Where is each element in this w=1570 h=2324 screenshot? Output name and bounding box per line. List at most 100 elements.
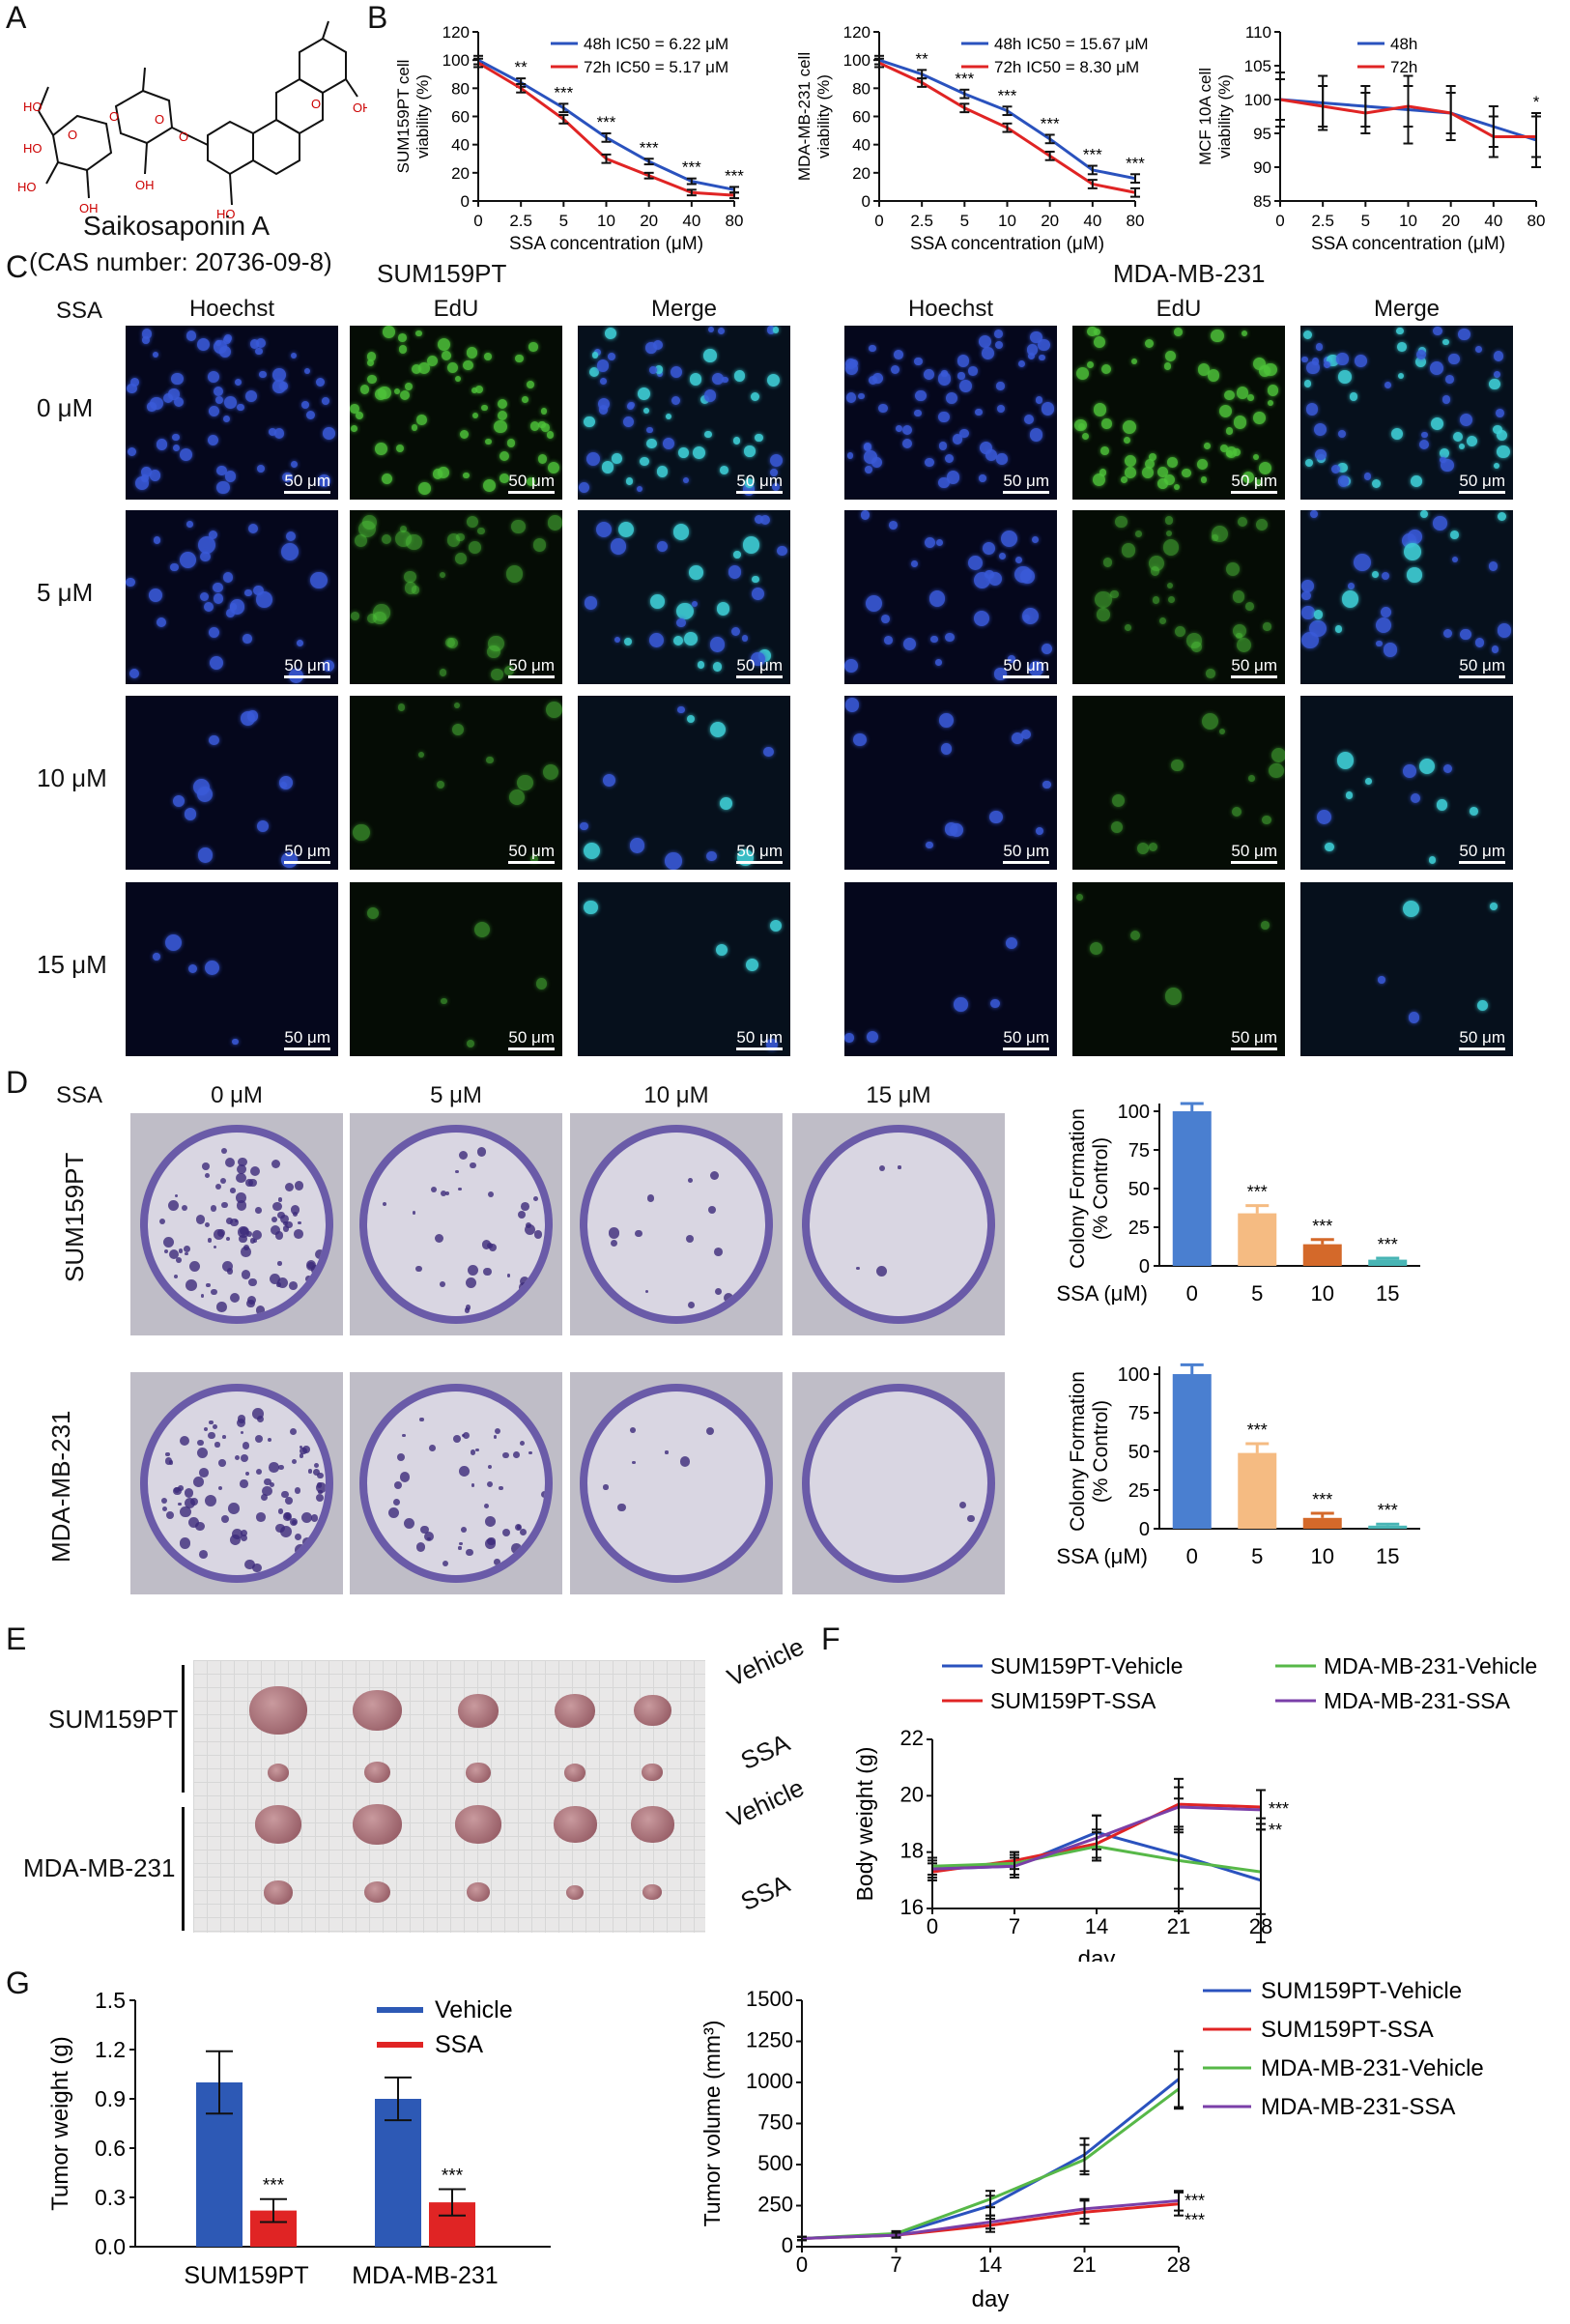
cell-nucleus: [938, 442, 948, 450]
atom-label: O: [109, 109, 119, 124]
colony: [226, 1236, 231, 1241]
x-tick-label: 7: [1009, 1914, 1020, 1938]
cell-nucleus: [707, 327, 714, 333]
significance-marker: ***: [1185, 2210, 1205, 2229]
colony: [166, 1510, 175, 1519]
cell-nucleus: [1023, 414, 1034, 425]
colony: [264, 1478, 271, 1486]
cell-nucleus: [1430, 417, 1444, 431]
colony: [168, 1248, 180, 1260]
compound-name: Saikosaponin A: [83, 211, 271, 241]
cell-nucleus: [526, 477, 535, 487]
cell-nucleus: [1301, 580, 1314, 592]
cell-nucleus: [1163, 474, 1175, 486]
colony: [238, 1157, 247, 1167]
scale-bar-label: 50 μm: [1459, 1028, 1505, 1047]
scale-bar: 50 μm: [1459, 1028, 1505, 1050]
colony: [213, 1245, 216, 1248]
cell-nucleus: [373, 611, 386, 625]
cell-nucleus: [625, 477, 634, 486]
cell-nucleus: [1042, 643, 1053, 654]
cell-nucleus: [1014, 557, 1022, 564]
cell-nucleus: [1396, 327, 1404, 334]
cell-nucleus: [439, 572, 446, 579]
cell-nucleus: [1074, 418, 1087, 432]
cell-nucleus: [1148, 843, 1157, 852]
cell-nucleus: [1396, 342, 1407, 352]
colony: [237, 1164, 246, 1175]
cell-nucleus: [521, 396, 528, 403]
cell-nucleus: [1376, 617, 1392, 633]
cell-nucleus: [845, 392, 856, 403]
cell-nucleus: [604, 328, 616, 340]
cell-nucleus: [602, 773, 616, 788]
cell-nucleus: [945, 453, 955, 463]
colony: [251, 1407, 264, 1420]
cell-nucleus: [982, 541, 996, 556]
colony: [533, 1230, 543, 1239]
y-axis-label: Tumor volume (mm³): [699, 2021, 725, 2227]
colony: [160, 1497, 167, 1505]
culture-dish: [140, 1125, 333, 1324]
panel-label-e: E: [6, 1621, 27, 1656]
colony: [419, 1417, 424, 1421]
colony: [687, 1178, 693, 1183]
y-tick-label: 20: [900, 1782, 924, 1806]
cell-nucleus: [1315, 343, 1324, 351]
micrograph-image: 50 μm: [1300, 696, 1513, 870]
colony: [167, 1199, 180, 1211]
cell-nucleus: [704, 430, 712, 439]
dose-header: 5 μM: [430, 1082, 482, 1108]
cell-nucleus: [776, 545, 787, 557]
colony: [185, 1279, 197, 1291]
cell-nucleus: [1093, 403, 1106, 416]
tumor-specimen: [363, 1880, 390, 1904]
cell-nucleus: [471, 412, 478, 419]
cell-nucleus: [503, 666, 514, 676]
y-tick-label: 20: [451, 164, 470, 183]
channel-header: Merge: [650, 296, 718, 322]
cell-nucleus: [928, 590, 945, 607]
colony: [629, 1426, 636, 1433]
colony: [392, 1498, 401, 1506]
cell-nucleus: [844, 1033, 854, 1043]
colony: [528, 1450, 532, 1455]
cell-nucleus: [216, 480, 230, 494]
cell-nucleus: [359, 385, 370, 394]
cell-nucleus: [1145, 458, 1156, 469]
cell-nucleus: [418, 482, 431, 495]
colony: [211, 1205, 217, 1212]
cell-nucleus: [1301, 357, 1308, 363]
cell-nucleus: [1496, 430, 1507, 442]
significance-marker: ***: [554, 83, 573, 101]
significance-marker: **: [916, 49, 929, 68]
group-label-ssa-1: SSA: [736, 1728, 794, 1776]
cell-nucleus: [1252, 357, 1267, 371]
bar: [1368, 1525, 1408, 1529]
cell-nucleus: [162, 392, 174, 403]
scale-bar-label: 50 μm: [736, 656, 783, 674]
x-tick-label: 80: [726, 212, 744, 230]
cell-nucleus: [864, 450, 877, 464]
scale-bar-label: 50 μm: [1231, 842, 1277, 860]
legend-entry: SUM159PT-SSA: [1261, 2017, 1434, 2043]
colony: [242, 1442, 250, 1449]
cell-nucleus: [676, 617, 686, 627]
cell-nucleus: [864, 443, 872, 451]
cell-nucleus: [1124, 436, 1131, 444]
cell-nucleus: [945, 632, 955, 643]
x-tick-label: 14: [1085, 1914, 1108, 1938]
scale-bar-line: [1003, 675, 1049, 678]
scale-bar-line: [508, 491, 555, 494]
colony: [533, 1196, 538, 1202]
cell-nucleus: [1433, 516, 1447, 531]
cell-nucleus: [1008, 654, 1016, 663]
cell-nucleus: [1011, 732, 1024, 745]
colony: [483, 1267, 492, 1277]
cell-nucleus: [1225, 561, 1241, 577]
cell-nucleus: [322, 396, 329, 405]
colony: [301, 1446, 310, 1454]
cell-nucleus: [1236, 387, 1248, 399]
significance-marker: ***: [442, 2166, 464, 2187]
cell-nucleus: [769, 453, 784, 468]
